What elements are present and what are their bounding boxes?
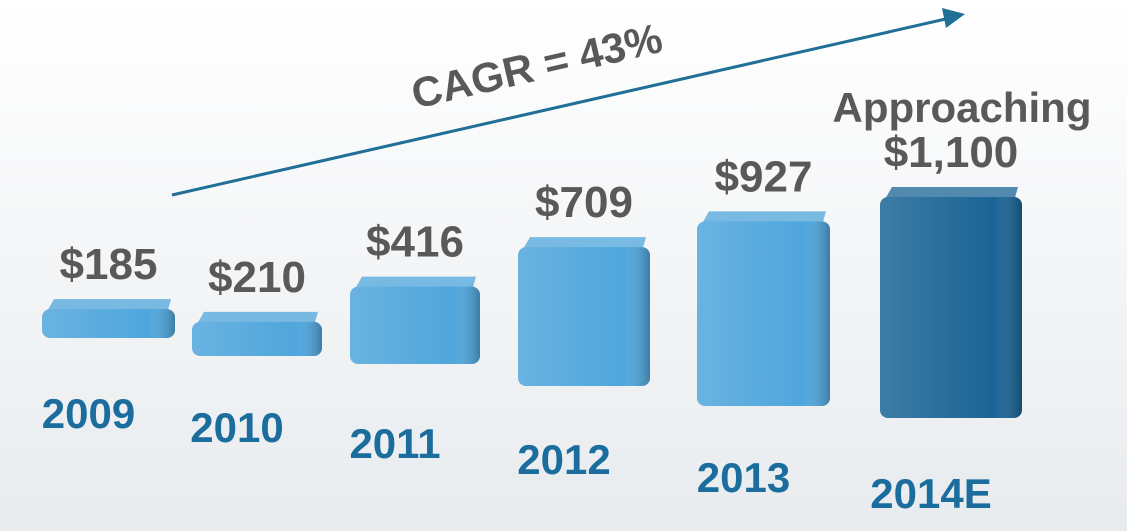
value-label: $709 [535, 178, 633, 227]
x-tick-label: 2012 [517, 436, 610, 483]
bar-shade [42, 309, 175, 338]
value-label: $185 [60, 240, 158, 289]
value-label: $416 [366, 218, 464, 267]
value-label: $1,100 [884, 128, 1019, 177]
bar-shade [880, 197, 1022, 418]
value-label: $927 [715, 152, 813, 201]
x-tick-label: 2009 [42, 390, 135, 437]
x-tick-label: 2010 [190, 404, 283, 451]
value-label: $210 [208, 253, 306, 302]
x-tick-label: 2014E [870, 470, 991, 517]
bar-shade [518, 247, 650, 386]
x-tick-label: 2013 [697, 454, 790, 501]
bar-shade [697, 221, 830, 406]
value-note: Approaching [833, 84, 1092, 131]
bar-shade [350, 286, 480, 364]
x-tick-label: 2011 [349, 420, 440, 467]
arrow-head [942, 8, 965, 28]
trend-arrow [171, 16, 951, 197]
bar-shade [192, 321, 322, 356]
